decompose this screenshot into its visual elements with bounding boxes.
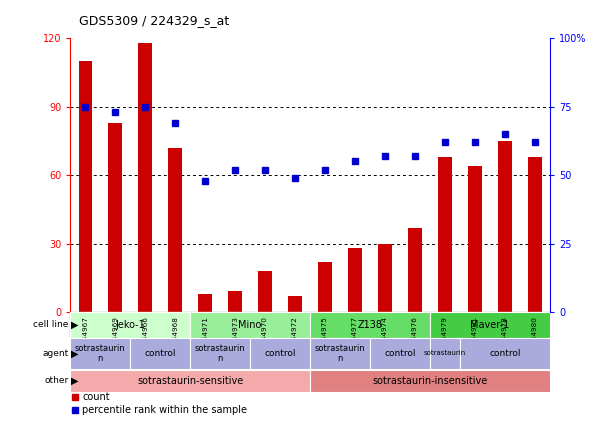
FancyBboxPatch shape: [70, 312, 100, 338]
Text: sotrastaurin
n: sotrastaurin n: [195, 344, 246, 363]
Bar: [498, 141, 511, 312]
FancyBboxPatch shape: [310, 370, 550, 392]
FancyBboxPatch shape: [160, 312, 190, 338]
Text: GSM1044971: GSM1044971: [202, 316, 208, 365]
Text: sotrastaurin-insensitive: sotrastaurin-insensitive: [372, 376, 488, 386]
FancyBboxPatch shape: [400, 312, 430, 338]
Text: GSM1044970: GSM1044970: [262, 316, 268, 365]
Text: GSM1044972: GSM1044972: [292, 316, 298, 365]
Text: sotrastaurin
n: sotrastaurin n: [315, 344, 365, 363]
FancyBboxPatch shape: [460, 338, 550, 368]
FancyBboxPatch shape: [310, 338, 370, 368]
FancyBboxPatch shape: [70, 312, 190, 338]
Text: Mino: Mino: [238, 320, 262, 330]
Bar: [468, 166, 481, 312]
Text: ▶: ▶: [71, 376, 78, 386]
Text: GSM1044973: GSM1044973: [232, 316, 238, 365]
Bar: [318, 262, 332, 312]
FancyBboxPatch shape: [340, 312, 370, 338]
Bar: [288, 296, 302, 312]
Bar: [229, 291, 242, 312]
Text: count: count: [82, 392, 110, 402]
Text: GDS5309 / 224329_s_at: GDS5309 / 224329_s_at: [79, 14, 230, 27]
FancyBboxPatch shape: [220, 312, 250, 338]
Text: GSM1044980: GSM1044980: [532, 316, 538, 365]
FancyBboxPatch shape: [190, 338, 250, 368]
FancyBboxPatch shape: [490, 312, 520, 338]
Text: cell line: cell line: [33, 321, 68, 330]
Text: sotrastaurin: sotrastaurin: [424, 351, 466, 357]
FancyBboxPatch shape: [430, 312, 460, 338]
FancyBboxPatch shape: [280, 312, 310, 338]
Bar: [78, 61, 92, 312]
Text: GSM1044974: GSM1044974: [382, 316, 388, 365]
Text: GSM1044975: GSM1044975: [322, 316, 328, 365]
Text: percentile rank within the sample: percentile rank within the sample: [82, 405, 247, 415]
Text: Maver-1: Maver-1: [470, 320, 510, 330]
Text: GSM1044981: GSM1044981: [472, 316, 478, 365]
Bar: [199, 294, 212, 312]
Text: sotrastaurin
n: sotrastaurin n: [75, 344, 126, 363]
Bar: [139, 43, 152, 312]
Text: control: control: [384, 349, 415, 358]
FancyBboxPatch shape: [370, 312, 400, 338]
FancyBboxPatch shape: [190, 312, 220, 338]
FancyBboxPatch shape: [100, 312, 130, 338]
Bar: [408, 228, 422, 312]
Text: GSM1044976: GSM1044976: [412, 316, 418, 365]
FancyBboxPatch shape: [70, 370, 310, 392]
Bar: [348, 248, 362, 312]
Text: GSM1044968: GSM1044968: [172, 316, 178, 365]
Bar: [169, 148, 182, 312]
Text: GSM1044969: GSM1044969: [112, 316, 119, 365]
Text: control: control: [489, 349, 521, 358]
Text: other: other: [44, 376, 68, 385]
Bar: [438, 157, 452, 312]
Text: control: control: [265, 349, 296, 358]
Text: sotrastaurin-sensitive: sotrastaurin-sensitive: [137, 376, 243, 386]
Text: ▶: ▶: [71, 349, 78, 358]
FancyBboxPatch shape: [520, 312, 550, 338]
Text: Jeko-1: Jeko-1: [115, 320, 145, 330]
Bar: [528, 157, 542, 312]
Text: Z138: Z138: [357, 320, 382, 330]
Text: GSM1044967: GSM1044967: [82, 316, 88, 365]
FancyBboxPatch shape: [250, 338, 310, 368]
FancyBboxPatch shape: [250, 312, 280, 338]
Text: GSM1044966: GSM1044966: [142, 316, 148, 365]
Bar: [378, 244, 392, 312]
Bar: [109, 123, 122, 312]
FancyBboxPatch shape: [460, 312, 490, 338]
Text: agent: agent: [42, 349, 68, 358]
FancyBboxPatch shape: [370, 338, 430, 368]
FancyBboxPatch shape: [430, 338, 460, 368]
Text: GSM1044977: GSM1044977: [352, 316, 358, 365]
Text: ▶: ▶: [71, 320, 78, 330]
FancyBboxPatch shape: [130, 338, 190, 368]
FancyBboxPatch shape: [310, 312, 430, 338]
FancyBboxPatch shape: [310, 312, 340, 338]
Bar: [258, 271, 272, 312]
Text: GSM1044979: GSM1044979: [442, 316, 448, 365]
Text: GSM1044978: GSM1044978: [502, 316, 508, 365]
FancyBboxPatch shape: [430, 312, 550, 338]
FancyBboxPatch shape: [130, 312, 160, 338]
Text: control: control: [144, 349, 176, 358]
FancyBboxPatch shape: [70, 338, 130, 368]
FancyBboxPatch shape: [190, 312, 310, 338]
